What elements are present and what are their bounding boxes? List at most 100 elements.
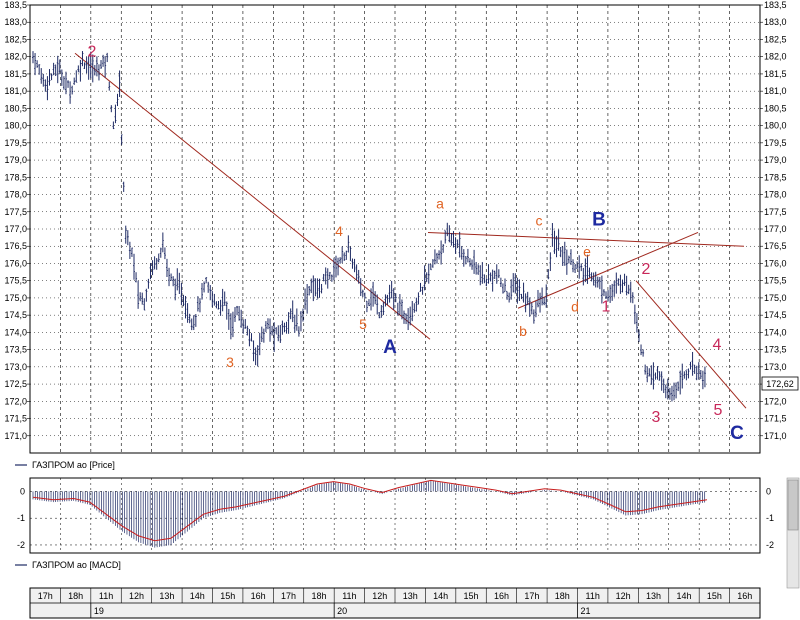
price-y-axis-right: 183,5 183,0 182,5 182,0 181,5 181,0 180,5 180,0… xyxy=(760,0,787,441)
time-hour-label: 13h xyxy=(646,591,661,601)
wave-label: A xyxy=(383,337,397,358)
price-y-tick-right: 181,0 xyxy=(764,86,787,96)
time-hour-label: 15h xyxy=(220,591,235,601)
macd-legend-text: ГАЗПРОМ ао [MACD] xyxy=(32,560,121,570)
price-y-tick-left: 179,5 xyxy=(4,138,27,148)
time-hour-label: 11h xyxy=(342,591,356,601)
wave-label: 4 xyxy=(335,223,343,239)
price-y-tick-left: 182,0 xyxy=(4,52,27,62)
price-y-tick-right: 173,0 xyxy=(764,362,787,372)
price-y-tick-left: 180,0 xyxy=(4,121,27,131)
wave-label: 2 xyxy=(88,44,97,61)
time-hour-label: 12h xyxy=(129,591,144,601)
price-y-tick-right: 183,5 xyxy=(764,0,787,10)
time-hour-label: 18h xyxy=(68,591,83,601)
macd-y-axis-right: 0 -1 -2 xyxy=(766,486,774,550)
time-hour-label: 11h xyxy=(586,591,600,601)
time-hour-label: 18h xyxy=(555,591,570,601)
last-price-marker: 172,62 xyxy=(761,376,799,391)
price-y-tick-right: 182,5 xyxy=(764,34,787,44)
price-y-tick-left: 181,5 xyxy=(4,69,27,79)
price-y-tick-left: 174,5 xyxy=(4,310,27,320)
trendline xyxy=(517,231,699,309)
macd-plot-background xyxy=(29,477,761,554)
time-hour-label: 14h xyxy=(190,591,205,601)
last-price-box xyxy=(761,376,799,391)
macd-y-tick-left: -2 xyxy=(17,540,25,550)
macd-y-axis-left: 0 -1 -2 xyxy=(17,486,25,550)
price-y-tick-right: 179,5 xyxy=(764,138,787,148)
time-hour-label: 16h xyxy=(494,591,509,601)
price-y-tick-left: 177,5 xyxy=(4,207,27,217)
wave-label: b xyxy=(519,323,527,339)
wave-label: 5 xyxy=(359,316,367,332)
price-y-tick-right: 180,5 xyxy=(764,103,787,113)
price-y-tick-left: 172,0 xyxy=(4,396,27,406)
scrollbar-thumb[interactable] xyxy=(787,479,799,531)
time-hour-label: 17h xyxy=(38,591,53,601)
wave-label: 4 xyxy=(713,337,722,354)
price-y-tick-left: 178,0 xyxy=(4,190,27,200)
time-hour-label: 14h xyxy=(433,591,448,601)
price-y-tick-left: 173,0 xyxy=(4,362,27,372)
macd-y-tick-right: 0 xyxy=(766,486,771,496)
price-y-tick-right: 178,0 xyxy=(764,190,787,200)
time-hour-label: 12h xyxy=(372,591,387,601)
macd-legend: ГАЗПРОМ ао [MACD] xyxy=(15,560,121,570)
time-hour-label: 13h xyxy=(403,591,418,601)
price-y-axis-left: 183,5 183,0 182,5 182,0 181,5 181,0 180,5 180,0… xyxy=(4,0,30,441)
trendline xyxy=(635,280,747,409)
macd-y-tick-left: 0 xyxy=(20,486,25,496)
price-legend-text: ГАЗПРОМ ао [Price] xyxy=(32,460,115,470)
price-y-tick-left: 177,0 xyxy=(4,224,27,234)
time-hour-labels: 17h 18h 11h 12h 13h 14h 15h 16h 17h 18h 11h 12h 13h 1… xyxy=(29,588,752,603)
price-y-tick-right: 178,5 xyxy=(764,172,787,182)
price-y-tick-left: 176,5 xyxy=(4,241,27,251)
time-hour-label: 16h xyxy=(737,591,752,601)
wave-label: 5 xyxy=(714,402,723,419)
wave-label: 2 xyxy=(642,261,651,278)
price-y-tick-right: 180,0 xyxy=(764,121,787,131)
macd-grid xyxy=(30,478,760,553)
wave-label: 3 xyxy=(652,409,661,426)
wave-label: 3 xyxy=(226,354,234,370)
time-hour-label: 17h xyxy=(524,591,539,601)
time-hour-label: 15h xyxy=(707,591,722,601)
wave-label: e xyxy=(583,244,591,260)
price-y-tick-right: 172,0 xyxy=(764,396,787,406)
vertical-scrollbar[interactable] xyxy=(786,477,800,589)
price-y-tick-left: 174,0 xyxy=(4,327,27,337)
time-hour-label: 18h xyxy=(311,591,326,601)
time-day-label: 20 xyxy=(337,606,347,616)
time-hour-label: 14h xyxy=(676,591,691,601)
trendline xyxy=(427,231,745,247)
price-y-tick-left: 183,0 xyxy=(4,17,27,27)
time-day-label: 19 xyxy=(94,606,104,616)
time-hour-label: 15h xyxy=(464,591,479,601)
time-hour-label: 16h xyxy=(251,591,266,601)
wave-label: a xyxy=(436,195,444,211)
wave-label: C xyxy=(730,423,744,444)
price-y-tick-left: 181,0 xyxy=(4,86,27,96)
time-hour-label: 11h xyxy=(99,591,113,601)
price-y-tick-right: 179,0 xyxy=(764,155,787,165)
price-y-tick-left: 175,5 xyxy=(4,276,27,286)
price-y-tick-left: 176,0 xyxy=(4,258,27,268)
wave-label: B xyxy=(592,210,606,231)
wave-label: 1 xyxy=(602,299,611,316)
price-bars xyxy=(32,51,706,402)
wave-label: d xyxy=(571,299,579,315)
price-y-tick-left: 180,5 xyxy=(4,103,27,113)
price-y-tick-right: 174,5 xyxy=(764,310,787,320)
time-day-labels: 19 20 21 xyxy=(90,603,591,618)
price-y-tick-right: 176,5 xyxy=(764,241,787,251)
price-y-tick-right: 175,5 xyxy=(764,276,787,286)
time-hour-label: 13h xyxy=(159,591,174,601)
price-y-tick-right: 177,5 xyxy=(764,207,787,217)
price-y-tick-left: 172,5 xyxy=(4,379,27,389)
price-legend: ГАЗПРОМ ао [Price] xyxy=(15,460,115,470)
price-y-tick-right: 176,0 xyxy=(764,258,787,268)
price-y-tick-right: 182,0 xyxy=(764,52,787,62)
macd-y-tick-right: -2 xyxy=(766,540,774,550)
